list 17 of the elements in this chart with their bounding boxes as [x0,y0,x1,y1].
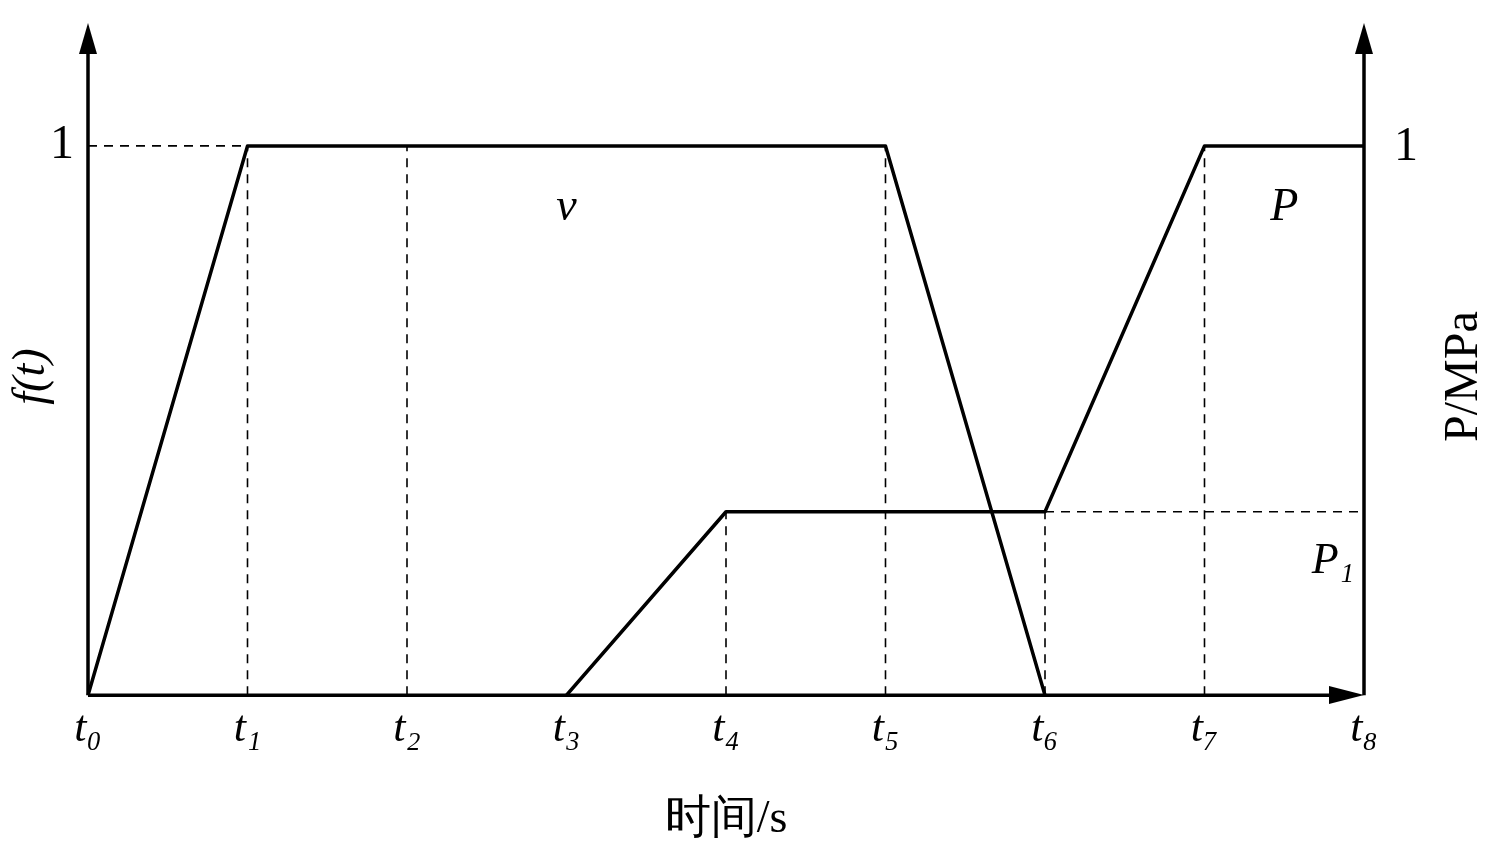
x-tick-label: t₆ [1031,702,1059,752]
series-label: v [556,178,578,230]
x-tick-label: t₇ [1190,702,1219,752]
x-tick-label: t₄ [712,702,740,752]
ref-line-label: P₁ [1310,534,1354,584]
x-tick-label: t₂ [393,702,421,752]
x-tick-label: t₀ [74,702,102,752]
text: 1 [1394,116,1418,170]
x-tick-label: t₈ [1350,702,1378,752]
x-axis-title: 时间/s [664,791,788,843]
x-tick-label: t₁ [233,702,262,752]
x-tick-label: t₃ [552,702,581,752]
y-axis-title: f(t) [3,348,55,405]
ref-line-label: 1 [50,115,74,169]
y2-axis-title: P/MPa [1433,311,1487,442]
series-label: P [1269,178,1299,230]
x-tick-label: t₅ [871,702,900,752]
